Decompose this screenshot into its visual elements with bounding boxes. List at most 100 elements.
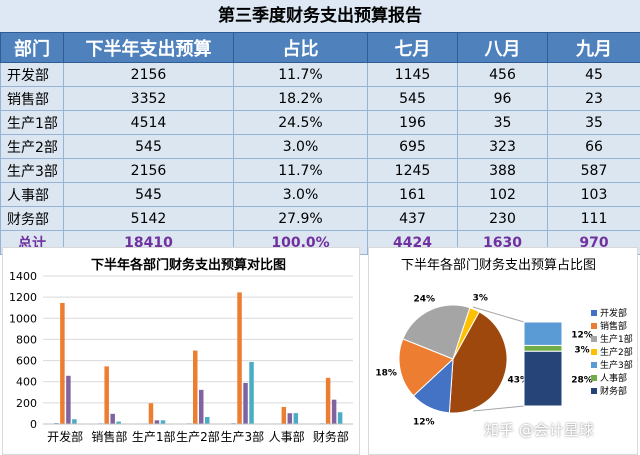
table-cell[interactable]: 11.7%: [233, 158, 368, 183]
bar: [154, 420, 160, 424]
report-title: 第三季度财务支出预算报告: [0, 0, 640, 33]
table-cell[interactable]: 102: [457, 182, 548, 207]
table-cell[interactable]: 545: [367, 86, 458, 111]
table-cell[interactable]: 230: [457, 206, 548, 231]
y-tick-label: 400: [16, 376, 37, 389]
header-cell[interactable]: 部门: [0, 32, 64, 63]
x-tick-label: 生产3部: [220, 429, 264, 444]
bar: [160, 420, 166, 424]
header-cell[interactable]: 七月: [367, 32, 458, 63]
sub-bar-label: 3%: [574, 345, 589, 355]
bar-chart-title: 下半年各部门财务支出预算对比图: [91, 258, 287, 273]
table-cell[interactable]: 27.9%: [233, 206, 368, 231]
legend-label: 生产1部: [600, 333, 633, 345]
table-cell[interactable]: 323: [457, 134, 548, 159]
bar-chart-plot: 0 200 400 600 800 1000 1200 1400 开发部 销售部 生产1部 生产2部生…: [9, 270, 353, 444]
pie-label: 12%: [413, 417, 435, 427]
bar: [337, 412, 343, 424]
table-cell[interactable]: 388: [457, 158, 548, 183]
table-cell[interactable]: 3.0%: [233, 134, 368, 159]
legend-swatch: [591, 323, 597, 329]
table-cell[interactable]: 3352: [63, 86, 234, 111]
table-cell[interactable]: 35: [547, 110, 640, 135]
legend-swatch: [591, 362, 597, 368]
pie-slice: [452, 307, 480, 360]
table-cell[interactable]: 5142: [63, 206, 234, 231]
bar: [237, 292, 242, 424]
y-tick-label: 1400: [9, 270, 37, 283]
legend-label: 财务部: [600, 385, 627, 397]
bar: [110, 413, 115, 424]
table-cell[interactable]: 1245: [367, 158, 458, 183]
x-tick-label: 开发部: [47, 429, 83, 444]
table-cell[interactable]: 45: [547, 62, 640, 87]
pie-slice: [448, 311, 508, 414]
table-cell[interactable]: 销售部: [0, 86, 64, 111]
table-cell[interactable]: 2156: [63, 62, 234, 87]
table-cell[interactable]: 11.7%: [233, 62, 368, 87]
table-row: 开发部 2156 11.7% 1145 456 45: [0, 62, 640, 87]
table-cell[interactable]: 24.5%: [233, 110, 368, 135]
table-cell[interactable]: 生产2部: [0, 134, 64, 159]
table-cell[interactable]: 111: [547, 206, 640, 231]
table-cell[interactable]: 财务部: [0, 206, 64, 231]
table-cell[interactable]: 161: [367, 182, 458, 207]
pie-label: 18%: [375, 368, 397, 378]
legend-label: 生产3部: [600, 359, 633, 371]
x-tick-label: 财务部: [313, 429, 349, 444]
table-cell[interactable]: 456: [457, 62, 548, 87]
table-cell[interactable]: 3.0%: [233, 182, 368, 207]
legend-swatch: [591, 388, 597, 394]
x-tick-label: 生产1部: [132, 429, 176, 444]
bar: [325, 377, 331, 424]
table-cell[interactable]: 2156: [63, 158, 234, 183]
table-cell[interactable]: 96: [457, 86, 548, 111]
table-cell[interactable]: 开发部: [0, 62, 64, 87]
bar: [199, 389, 204, 424]
pie-slice: [398, 338, 454, 397]
table-cell[interactable]: 103: [547, 182, 640, 207]
header-cell[interactable]: 九月: [547, 32, 640, 63]
pie-label: 43%: [507, 375, 529, 385]
watermark: 知乎 @会计星球: [484, 421, 594, 439]
table-header-row: 部门 下半年支出预算 占比 七月 八月 九月: [0, 32, 640, 63]
bar: [60, 302, 65, 424]
bar: [66, 375, 71, 424]
table-cell[interactable]: 1145: [367, 62, 458, 87]
bar: [148, 403, 154, 424]
bar: [287, 413, 293, 424]
bar: [331, 399, 337, 424]
table-cell[interactable]: 437: [367, 206, 458, 231]
table-row: 生产3部 2156 11.7% 1245 388 587: [0, 158, 640, 183]
table-cell[interactable]: 545: [63, 182, 234, 207]
table-cell[interactable]: 18.2%: [233, 86, 368, 111]
y-tick-label: 1000: [9, 312, 37, 325]
header-cell[interactable]: 下半年支出预算: [63, 32, 234, 63]
table-cell[interactable]: 生产3部: [0, 158, 64, 183]
bar: [281, 406, 287, 424]
header-cell[interactable]: 八月: [457, 32, 548, 63]
table-cell[interactable]: 生产1部: [0, 110, 64, 135]
table-cell[interactable]: 人事部: [0, 182, 64, 207]
legend-label: 销售部: [600, 320, 627, 332]
table-cell[interactable]: 4514: [63, 110, 234, 135]
pie-label: 3%: [473, 294, 488, 304]
pie-chart[interactable]: 下半年各部门财务支出预算占比图 43% 12% 18% 24% 3% 12% 3% 28% 开发…: [368, 247, 638, 455]
table-cell[interactable]: 545: [63, 134, 234, 159]
table-row: 财务部 5142 27.9% 437 230 111: [0, 206, 640, 231]
legend-label: 生产2部: [600, 346, 633, 358]
bar-chart[interactable]: 下半年各部门财务支出预算对比图 0 200 400 600 800 1000 1200 140…: [2, 247, 360, 455]
table-cell[interactable]: 66: [547, 134, 640, 159]
table-cell[interactable]: 587: [547, 158, 640, 183]
table-cell[interactable]: 35: [457, 110, 548, 135]
legend-label: 开发部: [600, 307, 627, 319]
table-cell[interactable]: 695: [367, 134, 458, 159]
connector-line: [472, 306, 525, 323]
pie-chart-plot: 43% 12% 18% 24% 3% 12% 3% 28% 开发部销售部生产1部生产2部生产3部…: [375, 294, 633, 428]
table-cell[interactable]: 23: [547, 86, 640, 111]
table-cell[interactable]: 196: [367, 110, 458, 135]
header-cell[interactable]: 占比: [233, 32, 368, 63]
bar: [205, 417, 210, 424]
legend-swatch: [591, 336, 597, 342]
legend-swatch: [591, 310, 597, 316]
